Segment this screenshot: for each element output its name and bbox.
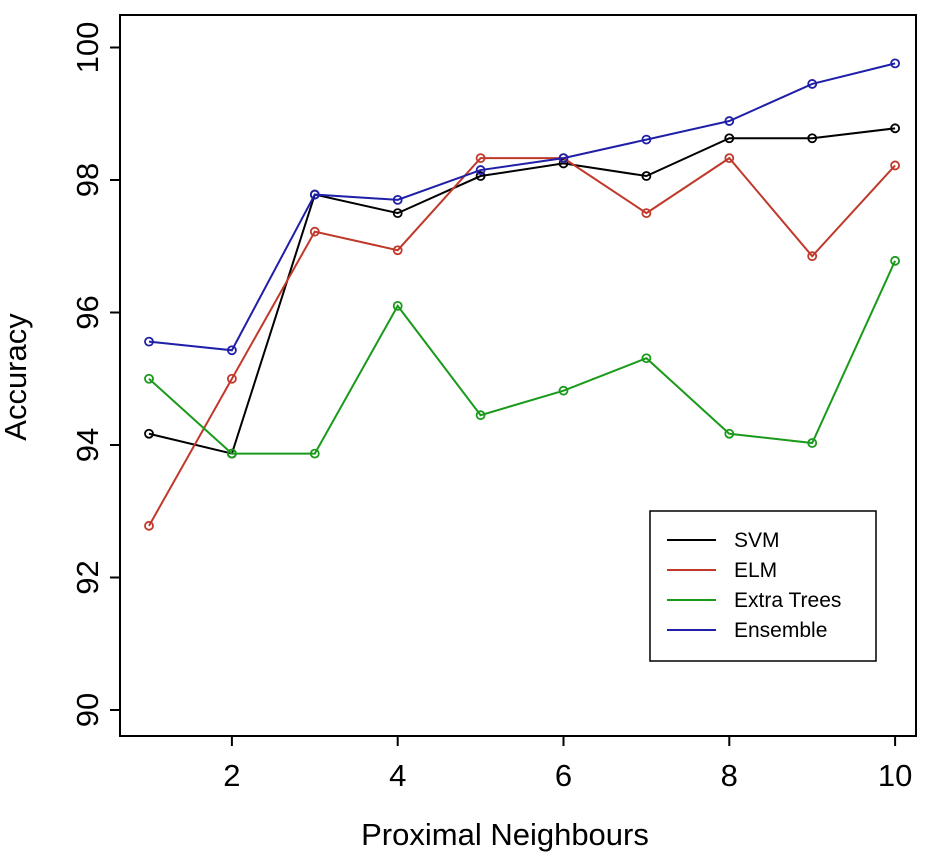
data-point [475,410,486,421]
legend-label: SVM [734,529,780,552]
data-point [890,255,900,266]
data-point [724,116,735,126]
data-point [641,353,652,364]
data-point [558,385,569,396]
data-point [144,428,154,439]
data-point [890,123,900,134]
data-point [392,208,403,219]
y-tick-label: 92 [70,560,105,594]
data-point [475,165,486,175]
y-tick-label: 96 [70,295,105,329]
data-point [724,428,735,439]
x-tick-label: 2 [223,758,240,793]
data-point [226,448,237,459]
series-line [148,260,897,455]
series-line [148,62,896,352]
data-point [807,133,818,144]
plot-frame [119,14,917,737]
data-point [807,79,818,89]
y-tick-label: 100 [70,22,105,74]
series-elm [144,153,900,531]
data-point [641,171,652,181]
x-tick-label: 4 [389,758,406,793]
x-tick-label: 10 [878,758,912,793]
data-point [724,133,735,144]
data-point [475,153,486,164]
series-ensemble [144,58,900,356]
legend-box [649,510,877,662]
data-point [144,373,154,384]
data-point [641,208,652,219]
data-point [807,438,818,448]
legend-label: Extra Trees [734,589,841,612]
axes: 2 4 6 8 10 90 92 94 96 98 100 [70,22,912,793]
series-svm [144,123,900,459]
data-point [309,226,320,237]
y-axis-label: Accuracy [0,313,33,441]
legend: SVM ELM Extra Trees Ensemble [649,510,877,662]
x-tick-label: 8 [721,758,738,793]
plot-area [119,14,917,737]
data-point [890,58,900,69]
x-axis-label: Proximal Neighbours [361,817,649,852]
data-point [226,345,237,356]
series-line [148,156,896,527]
data-point [392,194,403,205]
x-tick-label: 6 [555,758,572,793]
data-point [890,160,900,171]
data-point [309,448,320,459]
legend-label: ELM [734,559,777,582]
y-tick-label: 90 [70,693,105,727]
data-point [144,520,154,531]
data-point [807,251,818,262]
data-point [641,134,652,145]
y-tick-label: 98 [70,163,105,197]
data-point [392,300,403,311]
series-extra-trees [144,255,900,459]
y-tick-label: 94 [70,428,105,462]
data-point [144,336,154,347]
data-point [558,153,569,164]
series-line [148,127,896,455]
data-point [724,153,735,164]
data-point [558,158,569,169]
data-point [309,189,320,200]
series-group [144,58,900,531]
data-point [226,373,237,384]
legend-label: Ensemble [734,619,827,642]
data-point [392,245,403,256]
data-point [475,171,486,181]
